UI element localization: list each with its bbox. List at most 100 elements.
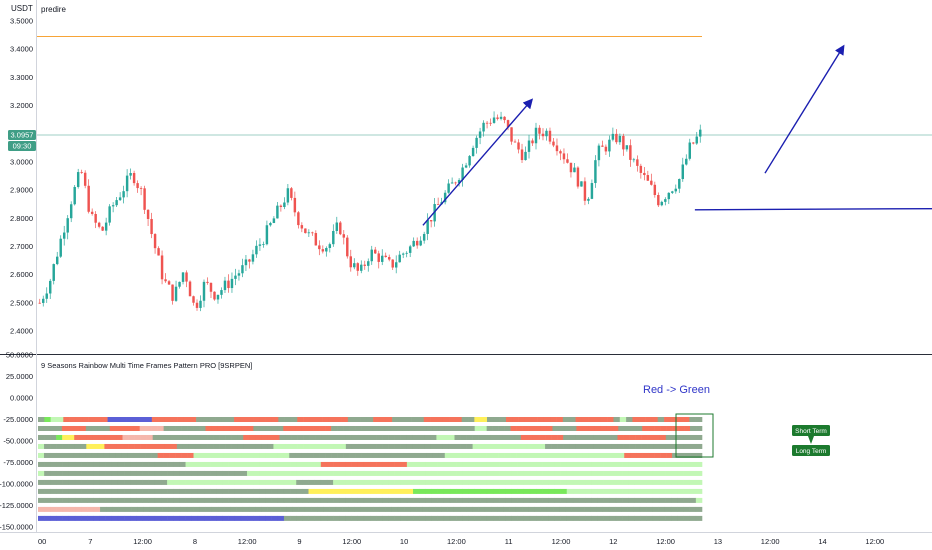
- heat-cell: [200, 443, 208, 449]
- heat-cell: [474, 515, 481, 521]
- heat-cell: [105, 515, 113, 521]
- heat-cell: [671, 470, 678, 476]
- indicator-axis[interactable]: 50.000025.00000.0000-25.0000-50.0000-75.…: [0, 351, 33, 532]
- heat-cell: [110, 434, 117, 440]
- heat-cell: [441, 506, 448, 512]
- heat-cell: [111, 479, 119, 485]
- heat-cell: [38, 488, 45, 494]
- heat-cell: [279, 443, 286, 449]
- candle-body: [478, 131, 482, 138]
- heat-cell: [97, 452, 105, 458]
- heat-cell: [93, 497, 100, 503]
- heat-cell: [480, 470, 488, 476]
- heat-cell: [56, 443, 63, 449]
- heat-cell: [320, 461, 328, 467]
- heat-cell: [560, 515, 568, 521]
- heat-cell: [449, 470, 457, 476]
- heat-cell: [478, 506, 486, 512]
- heat-cell: [603, 515, 611, 521]
- heat-cell: [654, 425, 661, 431]
- heat-cell: [81, 497, 88, 503]
- candle-body: [192, 296, 195, 303]
- heat-cell: [331, 425, 338, 431]
- heat-cell: [285, 434, 292, 440]
- heat-cell: [540, 506, 548, 512]
- candle-body: [325, 247, 328, 252]
- heat-cell: [74, 461, 82, 467]
- legend-short-box: [792, 425, 830, 436]
- heat-cell: [146, 443, 153, 449]
- heat-cell: [237, 443, 244, 449]
- time-tick-label: 9: [297, 537, 301, 546]
- heat-cell: [633, 506, 641, 512]
- heat-cell: [255, 506, 262, 512]
- heat-cell: [130, 497, 137, 503]
- heat-cell: [486, 470, 494, 476]
- trend-arrow[interactable]: [764, 44, 845, 174]
- heat-cell: [259, 488, 266, 494]
- heat-cell: [339, 479, 346, 485]
- heat-cell: [124, 479, 131, 485]
- heat-cell: [44, 488, 51, 494]
- heat-cell: [91, 452, 99, 458]
- time-tick-label: 12:00: [133, 537, 152, 546]
- heat-cell: [546, 452, 553, 458]
- time-axis[interactable]: 00 7 12:00 8 12:00 9 12:00 10 12:00 11 12:00 12 12:0…: [38, 537, 884, 546]
- heat-cell: [314, 479, 322, 485]
- heat-cell: [271, 470, 279, 476]
- candle-body: [510, 127, 513, 142]
- indicator-tick-label: -125.0000: [0, 501, 33, 510]
- heat-cell: [420, 425, 428, 431]
- heat-cell: [426, 452, 434, 458]
- heat-cell: [154, 461, 162, 467]
- heat-cell: [388, 515, 395, 521]
- heat-cell: [557, 434, 564, 440]
- heat-cell: [695, 488, 703, 494]
- highlight-box[interactable]: [675, 413, 714, 458]
- heat-cell: [179, 488, 186, 494]
- heat-cell: [653, 434, 661, 440]
- heat-cell: [379, 417, 387, 422]
- heat-cell: [453, 506, 461, 512]
- candle-body: [318, 245, 321, 250]
- heat-cell: [311, 506, 318, 512]
- candle-body: [283, 202, 286, 207]
- heat-cell: [261, 434, 268, 440]
- heat-cell: [241, 452, 248, 458]
- heat-cell: [302, 497, 309, 503]
- heat-cell: [82, 417, 89, 422]
- heat-cell: [363, 497, 371, 503]
- heat-cell: [271, 488, 279, 494]
- heat-cell: [665, 434, 673, 440]
- heat-cell: [316, 417, 323, 422]
- heat-cell: [468, 461, 475, 467]
- candle-body: [255, 245, 258, 255]
- heat-cell: [204, 497, 211, 503]
- heat-cell: [236, 506, 244, 512]
- heat-cell: [556, 417, 564, 422]
- heat-cell: [539, 443, 546, 449]
- heat-cell: [437, 479, 445, 485]
- heat-cell: [68, 497, 76, 503]
- heat-cell: [486, 497, 494, 503]
- heat-cell: [436, 443, 443, 449]
- heat-cell: [615, 479, 623, 485]
- heat-cell: [462, 497, 469, 503]
- heat-cell: [303, 434, 310, 440]
- heat-cell: [280, 506, 287, 512]
- heat-cell: [75, 506, 82, 512]
- heat-cell: [341, 417, 349, 422]
- candle-body: [360, 264, 363, 271]
- heat-cell: [113, 417, 121, 422]
- heat-cell: [658, 470, 666, 476]
- heat-cell: [406, 479, 414, 485]
- heat-cell: [486, 488, 494, 494]
- heat-cell: [240, 470, 248, 476]
- trend-arrow[interactable]: [422, 98, 534, 226]
- heat-cell: [345, 443, 353, 449]
- heat-cell: [164, 417, 172, 422]
- heat-cell: [376, 434, 383, 440]
- heat-cell: [505, 488, 512, 494]
- heat-cell: [554, 488, 561, 494]
- heat-cell: [431, 488, 438, 494]
